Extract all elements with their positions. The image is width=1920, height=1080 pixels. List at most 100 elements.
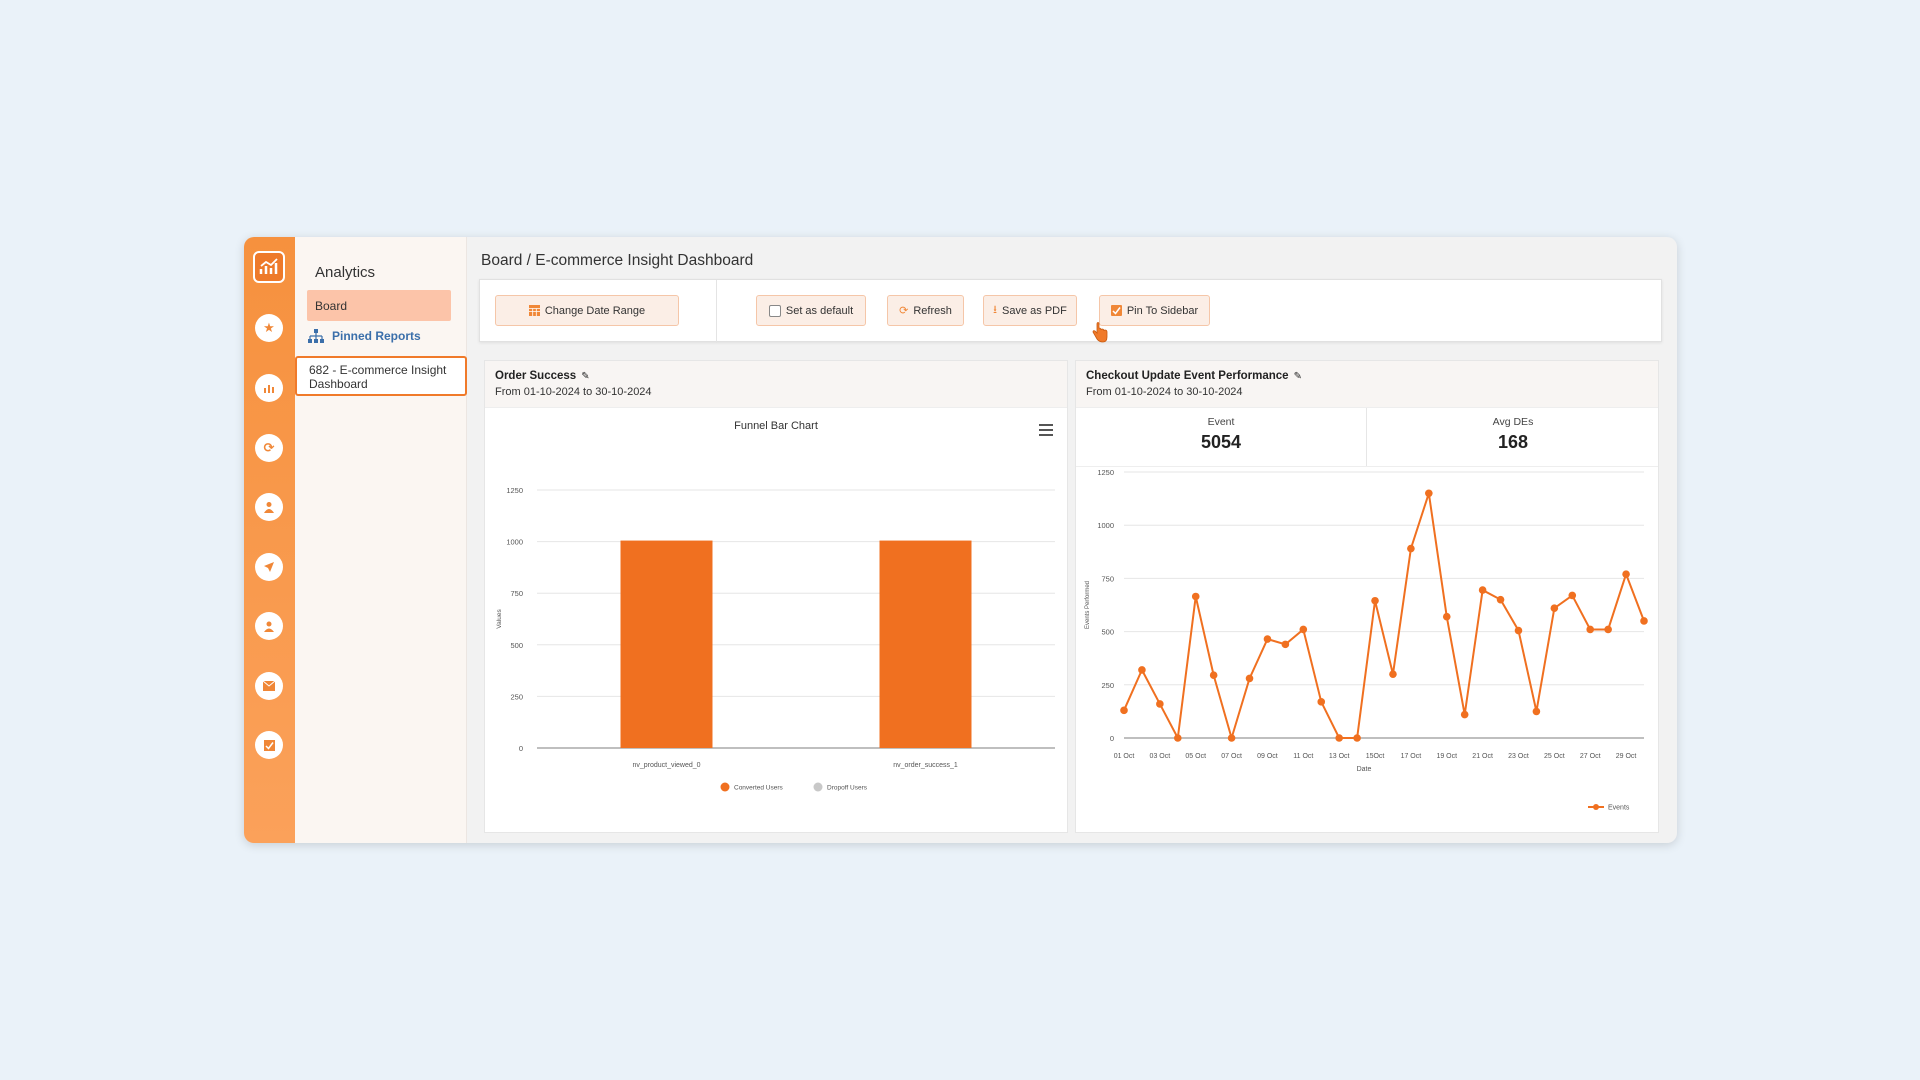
app-window: ★ ⟳ Analytics Board Pinned Reports 682 -…	[244, 237, 1677, 843]
save-as-pdf-label: Save as PDF	[1002, 304, 1067, 317]
y-tick-label: 1000	[1097, 521, 1114, 530]
send-icon[interactable]	[255, 553, 283, 581]
refresh-icon[interactable]: ⟳	[255, 434, 283, 462]
y-axis-label: Events Performed	[1085, 581, 1091, 629]
breadcrumb: Board / E-commerce Insight Dashboard	[481, 252, 754, 269]
data-point	[1586, 625, 1595, 634]
data-point	[1622, 570, 1630, 578]
data-point	[1227, 734, 1236, 742]
bar-chart-icon[interactable]	[255, 374, 283, 402]
data-point	[1371, 596, 1379, 605]
legend-label: Dropoff Users	[827, 785, 868, 792]
mail-icon[interactable]	[255, 672, 283, 700]
x-tick-label: 15Oct	[1366, 753, 1385, 760]
data-point	[1120, 706, 1128, 715]
x-tick-label: 13 Oct	[1329, 753, 1350, 760]
card-header: Order Success ✎ From 01-10-2024 to 30-10…	[485, 361, 1067, 408]
data-point	[1335, 734, 1343, 742]
x-tick-label: 23 Oct	[1508, 753, 1529, 760]
set-as-default-label: Set as default	[785, 304, 854, 317]
data-point	[1604, 625, 1612, 634]
data-point	[1281, 640, 1290, 649]
x-tick-label: 11 Oct	[1293, 753, 1313, 760]
legend-marker	[1593, 804, 1599, 810]
calendar-icon	[528, 305, 540, 316]
sidebar-item-board[interactable]: Board	[307, 290, 451, 321]
legend-label: Converted Users	[734, 785, 784, 792]
data-point	[1496, 595, 1505, 604]
bar-nv_order_success_1	[879, 540, 972, 748]
y-tick-label: 500	[1101, 628, 1114, 637]
sitemap-icon	[308, 329, 324, 343]
stat-divider	[1366, 408, 1367, 466]
checkout-event-card: Checkout Update Event Performance ✎ From…	[1075, 360, 1659, 833]
refresh-label: Refresh	[913, 304, 952, 317]
hamburger-menu-icon[interactable]	[1039, 424, 1053, 436]
y-tick-label: 750	[510, 589, 523, 598]
x-tick-label: 01 Oct	[1114, 753, 1135, 760]
x-axis-label: Date	[1357, 766, 1372, 773]
checklist-icon[interactable]	[255, 731, 283, 759]
data-point	[1263, 635, 1272, 643]
data-point	[1425, 489, 1433, 498]
save-as-pdf-button[interactable]: ⭳ Save as PDF	[983, 295, 1077, 326]
set-as-default-button[interactable]: Set as default	[756, 295, 866, 326]
checkbox-icon[interactable]	[768, 304, 781, 317]
edit-pencil-icon[interactable]: ✎	[581, 370, 590, 382]
sidebar-title: Analytics	[315, 264, 376, 281]
bar-nv_product_viewed_0	[620, 540, 713, 748]
data-point	[1138, 666, 1146, 674]
main-content: Board / E-commerce Insight Dashboard Cha…	[467, 237, 1677, 843]
y-tick-label: 250	[1101, 681, 1114, 690]
pin-check-icon	[1110, 305, 1122, 316]
card-title: Order Success	[495, 370, 577, 382]
y-tick-label: 1250	[1097, 468, 1114, 477]
x-tick-label: 27 Oct	[1580, 753, 1601, 760]
sidebar-item-pinned-reports[interactable]: Pinned Reports	[308, 329, 421, 343]
card-header: Checkout Update Event Performance ✎ From…	[1076, 361, 1658, 408]
x-tick-label: 25 Oct	[1544, 753, 1565, 760]
data-point	[1460, 710, 1469, 719]
dashboard-toolbar: Change Date Range Set as default ⟳ Refre…	[479, 279, 1662, 343]
edit-pencil-icon[interactable]: ✎	[1293, 370, 1302, 382]
change-date-range-label: Change Date Range	[544, 304, 646, 317]
card-date-range: From 01-10-2024 to 30-10-2024	[495, 386, 652, 398]
data-point	[1209, 671, 1218, 680]
pin-to-sidebar-label: Pin To Sidebar	[1126, 304, 1199, 317]
stat-separator	[1076, 466, 1658, 467]
icon-rail: ★ ⟳	[244, 237, 295, 843]
sidebar-item-report[interactable]: 682 - E-commerce Insight Dashboard	[295, 356, 467, 396]
stat-value: 168	[1497, 432, 1529, 452]
change-date-range-button[interactable]: Change Date Range	[495, 295, 679, 326]
data-point	[1353, 734, 1361, 742]
toolbar-divider	[716, 280, 717, 343]
y-tick-label: 500	[510, 641, 523, 650]
data-point	[1156, 700, 1164, 708]
hand-cursor-icon	[1092, 322, 1108, 343]
star-icon[interactable]: ★	[255, 314, 283, 342]
y-tick-label: 750	[1101, 574, 1114, 583]
legend-label: Events	[1608, 805, 1630, 812]
refresh-button[interactable]: ⟳ Refresh	[887, 295, 964, 326]
refresh-icon: ⟳	[899, 305, 909, 317]
data-point	[1317, 698, 1326, 706]
data-point	[1478, 586, 1487, 594]
pin-to-sidebar-button[interactable]: Pin To Sidebar	[1099, 295, 1210, 326]
data-point	[1568, 591, 1577, 600]
analytics-logo-icon[interactable]	[253, 251, 285, 283]
stat-value: 5054	[1200, 432, 1242, 452]
y-axis-label: Values	[496, 609, 503, 629]
x-tick-label: 19 Oct	[1436, 753, 1457, 760]
data-point	[1245, 674, 1254, 683]
user-sync-icon[interactable]	[255, 612, 283, 640]
x-tick-label: 17 Oct	[1401, 753, 1422, 760]
data-point	[1191, 592, 1200, 601]
legend-marker	[813, 782, 823, 792]
stat-event: Event 5054	[1076, 408, 1366, 466]
order-success-card: Order Success ✎ From 01-10-2024 to 30-10…	[484, 360, 1068, 833]
x-tick-label: nv_product_viewed_0	[632, 762, 700, 769]
legend-marker	[720, 782, 730, 792]
user-icon[interactable]	[255, 493, 283, 521]
events-line-chart: 0 250 500 750 1000 1250 Events Performed 01 Oct…	[1085, 468, 1648, 812]
stat-avg-des: Avg DEs 168	[1367, 408, 1659, 466]
